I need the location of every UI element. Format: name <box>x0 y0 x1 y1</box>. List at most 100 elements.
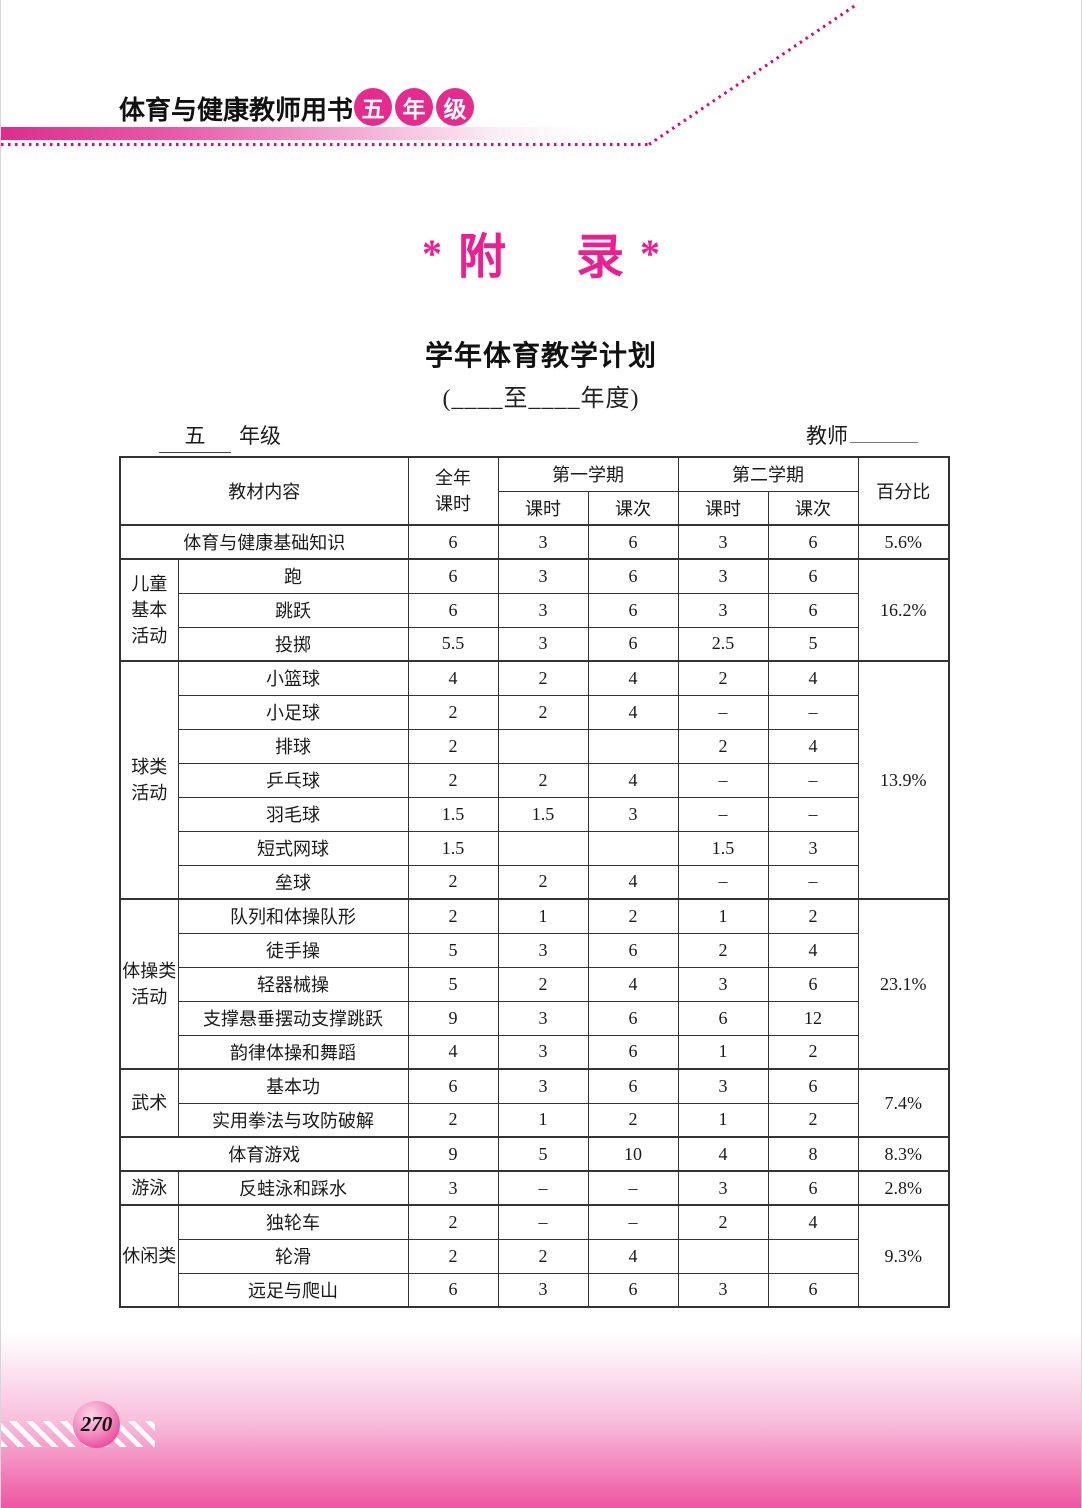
value-cell: 1.5 <box>407 796 499 832</box>
value-cell: 3 <box>587 796 679 832</box>
table-row: 球类 活动 小篮球 4 2 4 2 4 13.9% <box>119 660 950 900</box>
header-semester-2: 第二学期 <box>677 456 859 492</box>
header-semester-1: 第一学期 <box>497 456 679 492</box>
value-cell: 6 <box>767 966 859 1002</box>
value-cell: – <box>497 1170 589 1206</box>
grade-badge-circle: 级 <box>436 88 474 126</box>
value-cell: 3 <box>497 932 589 968</box>
value-cell: 4 <box>767 728 859 764</box>
content-cell: 羽毛球 <box>177 796 409 832</box>
table-row: 游泳 反蛙泳和踩水 3– –3 6 2.8% <box>119 1170 950 1206</box>
value-cell: 2 <box>407 762 499 798</box>
content-cell: 反蛙泳和踩水 <box>177 1170 409 1206</box>
percent-cell: 23.1% <box>857 898 950 1070</box>
value-cell: 6 <box>587 592 679 628</box>
grade-teacher-line: 五 年级 教师 <box>1 420 1081 453</box>
value-cell: – <box>767 762 859 798</box>
content-cell: 投掷 <box>177 626 409 662</box>
value-cell: 1.5 <box>497 796 589 832</box>
value-cell: 5 <box>497 1136 589 1172</box>
header-gradient-bar <box>1 127 586 140</box>
value-cell: 3 <box>767 830 859 866</box>
appendix-char: 录 <box>576 231 625 284</box>
value-cell: 6 <box>587 1000 679 1036</box>
value-cell: 6 <box>767 592 859 628</box>
value-cell: 6 <box>677 1000 769 1036</box>
header-times: 课次 <box>767 490 859 526</box>
content-cell: 基本功 <box>177 1068 409 1104</box>
value-cell: – <box>587 1204 679 1240</box>
value-cell: 2 <box>407 1102 499 1138</box>
value-cell: 2 <box>497 1238 589 1274</box>
header-hours: 课时 <box>497 490 589 526</box>
content-cell: 垒球 <box>177 864 409 900</box>
footer-gradient <box>1 1333 1081 1508</box>
value-cell: – <box>677 796 769 832</box>
value-cell: 4 <box>767 932 859 968</box>
value-cell: 3 <box>497 558 589 594</box>
value-cell: 6 <box>767 558 859 594</box>
value-cell: 2 <box>677 660 769 696</box>
category-cell: 休闲类 <box>119 1204 179 1308</box>
value-cell: 4 <box>407 1034 499 1070</box>
value-cell: 2 <box>407 898 499 934</box>
percent-cell: 2.8% <box>857 1170 950 1206</box>
table-row: 轮滑 2 2 4 <box>120 1238 949 1274</box>
table-header: 教材内容 全年 课时 第一学期 第二学期 百分比 课时 课次 课时 课次 <box>119 456 950 526</box>
percent-cell: 13.9% <box>857 660 950 900</box>
table-row: 实用拳法与攻防破解 2 1 2 1 2 <box>120 1102 949 1138</box>
value-cell: 5 <box>407 966 499 1002</box>
value-cell: 2 <box>497 762 589 798</box>
percent-cell: 9.3% <box>857 1204 950 1308</box>
category-cell: 体操类 活动 <box>119 898 179 1070</box>
table-row: 跳跃 6 3 6 3 6 <box>120 592 949 628</box>
table-row: 徒手操 5 3 6 2 4 <box>120 932 949 968</box>
value-cell <box>767 1238 859 1274</box>
value-cell: 3 <box>497 524 589 560</box>
value-cell: – <box>677 864 769 900</box>
header-dotted-line-diagonal <box>648 2 859 146</box>
teaching-plan-table: 教材内容 全年 课时 第一学期 第二学期 百分比 课时 课次 课时 课次 体育与… <box>119 456 950 1308</box>
value-cell: 2 <box>587 1102 679 1138</box>
value-cell: 5 <box>407 932 499 968</box>
category-cell: 武术 <box>119 1068 179 1138</box>
value-cell: 6 <box>407 558 499 594</box>
content-cell: 体育游戏 <box>119 1136 409 1172</box>
grade-badge-circle: 五 <box>354 88 392 126</box>
value-cell: – <box>677 694 769 730</box>
value-cell: 3 <box>677 524 769 560</box>
value-cell: 3 <box>677 1170 769 1206</box>
value-cell: 2 <box>587 898 679 934</box>
value-cell: 4 <box>587 762 679 798</box>
value-cell: 2 <box>407 728 499 764</box>
value-cell: 6 <box>587 1068 679 1104</box>
page-number: 270 <box>80 1412 113 1436</box>
percent-cell: 7.4% <box>857 1068 950 1138</box>
category-cell: 球类 活动 <box>119 660 179 900</box>
value-cell: 4 <box>677 1136 769 1172</box>
value-cell: 6 <box>407 1068 499 1104</box>
content-cell: 支撑悬垂摆动支撑跳跃 <box>177 1000 409 1036</box>
value-cell: – <box>767 864 859 900</box>
content-cell: 跳跃 <box>177 592 409 628</box>
table-row: 投掷 5.5 3 6 2.5 5 <box>120 626 949 662</box>
value-cell: 8 <box>767 1136 859 1172</box>
value-cell: 3 <box>677 1272 769 1308</box>
content-cell: 徒手操 <box>177 932 409 968</box>
value-cell: 3 <box>497 592 589 628</box>
content-cell: 体育与健康基础知识 <box>119 524 409 560</box>
value-cell: 3 <box>497 1272 589 1308</box>
content-cell: 小足球 <box>177 694 409 730</box>
percent-cell: 8.3% <box>857 1136 950 1172</box>
grade-label: 年级 <box>239 424 281 448</box>
value-cell: 4 <box>587 966 679 1002</box>
value-cell: – <box>767 694 859 730</box>
value-cell: 4 <box>767 1204 859 1240</box>
value-cell: 3 <box>677 558 769 594</box>
value-cell: 3 <box>497 1068 589 1104</box>
value-cell <box>587 830 679 866</box>
value-cell: 2 <box>497 660 589 696</box>
value-cell: 2 <box>497 864 589 900</box>
year-range-line: (____至____年度) <box>442 386 640 412</box>
table-row: 垒球 2 2 4– – <box>120 864 949 900</box>
